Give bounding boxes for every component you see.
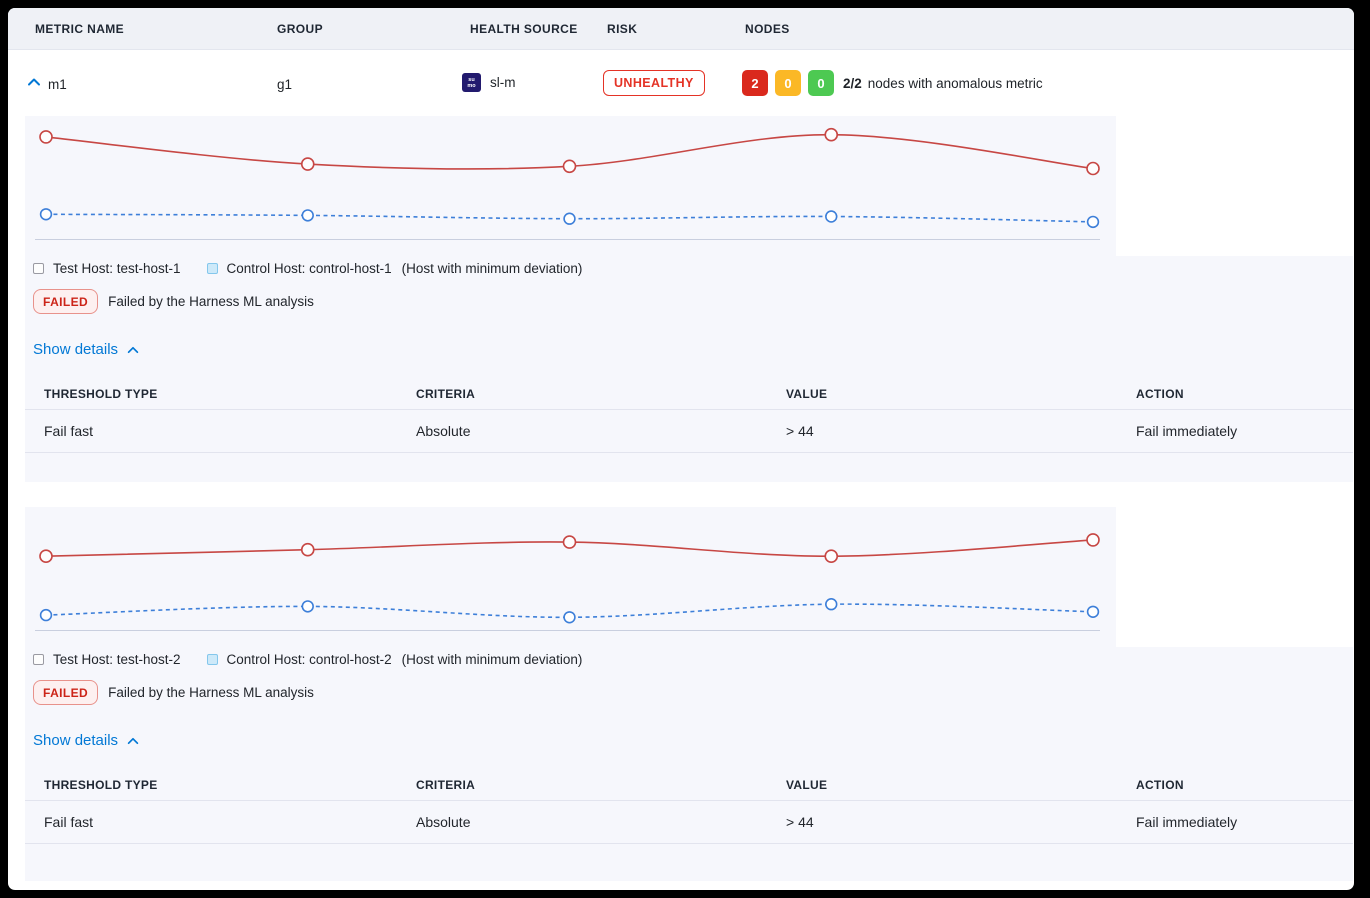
node-count-badge-unhealthy: 2	[742, 70, 768, 96]
show-details-link[interactable]: Show details	[33, 341, 140, 358]
metric-comparison-chart-host-1	[35, 127, 1100, 240]
value-cell: > 44	[786, 814, 814, 830]
chart-legend: Test Host: test-host-1 Control Host: con…	[25, 261, 1353, 276]
metric-section-host-1: Test Host: test-host-1 Control Host: con…	[25, 116, 1353, 482]
health-source: su mo sl-m	[462, 73, 516, 92]
action-cell: Fail immediately	[1136, 423, 1238, 439]
control-host-legend-label: Control Host: control-host-1	[226, 261, 392, 276]
analysis-status-message: Failed by the Harness ML analysis	[108, 685, 314, 700]
test-host-checkbox[interactable]	[33, 654, 44, 665]
metric-row-m1: m1 g1 su mo sl-m UNHEALTHY 2 0 0 2/2 node…	[8, 50, 1354, 116]
analysis-status-row: FAILED Failed by the Harness ML analysis	[25, 289, 1353, 314]
criteria-cell: Absolute	[416, 423, 471, 439]
column-header-group: GROUP	[277, 22, 324, 36]
sumologic-icon: su mo	[462, 73, 481, 92]
value-cell: > 44	[786, 423, 814, 439]
metric-name: m1	[48, 77, 67, 92]
analysis-status-message: Failed by the Harness ML analysis	[108, 294, 314, 309]
failed-status-badge: FAILED	[33, 289, 99, 314]
chart-legend: Test Host: test-host-2 Control Host: con…	[25, 652, 1353, 667]
collapse-chevron-icon[interactable]	[25, 74, 43, 92]
chevron-up-icon	[127, 737, 139, 744]
chart-row	[25, 116, 1353, 256]
column-header-risk: RISK	[607, 22, 638, 36]
chart-side-panel	[1116, 116, 1353, 256]
action-cell: Fail immediately	[1136, 814, 1238, 830]
health-source-label: sl-m	[490, 75, 516, 90]
metric-group: g1	[277, 77, 293, 92]
metric-comparison-chart-host-2	[35, 533, 1100, 631]
node-count-badge-healthy: 0	[808, 70, 834, 96]
threshold-details-table: THRESHOLD TYPE CRITERIA VALUE ACTION Fai…	[25, 378, 1353, 453]
metrics-table-header: METRIC NAME GROUP HEALTH SOURCE RISK NOD…	[8, 8, 1354, 50]
threshold-details-table: THRESHOLD TYPE CRITERIA VALUE ACTION Fai…	[25, 769, 1353, 844]
show-details-link[interactable]: Show details	[33, 732, 140, 749]
test-host-legend-label: Test Host: test-host-2	[53, 652, 181, 667]
verification-metrics-panel: METRIC NAME GROUP HEALTH SOURCE RISK NOD…	[8, 8, 1354, 890]
column-header-health-source: HEALTH SOURCE	[470, 22, 578, 36]
chart-side-panel	[1116, 507, 1353, 647]
analysis-status-row: FAILED Failed by the Harness ML analysis	[25, 680, 1353, 705]
chart-row	[25, 507, 1353, 647]
failed-status-badge: FAILED	[33, 680, 99, 705]
minimum-deviation-note: (Host with minimum deviation)	[401, 652, 583, 667]
control-host-checkbox[interactable]	[206, 263, 218, 274]
threshold-table-header: THRESHOLD TYPE CRITERIA VALUE ACTION	[44, 777, 1184, 792]
test-host-checkbox[interactable]	[33, 263, 44, 274]
threshold-table-row: Fail fast Absolute > 44 Fail immediately	[25, 801, 1353, 843]
nodes-ratio: 2/2	[843, 75, 862, 91]
risk-badge-unhealthy: UNHEALTHY	[603, 70, 705, 96]
nodes-summary: 2 0 0 2/2 nodes with anomalous metric	[742, 70, 1043, 96]
metric-section-host-2: Test Host: test-host-2 Control Host: con…	[25, 507, 1353, 881]
node-count-badge-observe: 0	[775, 70, 801, 96]
control-host-legend-label: Control Host: control-host-2	[226, 652, 392, 667]
threshold-table-row: Fail fast Absolute > 44 Fail immediately	[25, 410, 1353, 452]
control-host-checkbox[interactable]	[206, 654, 218, 665]
minimum-deviation-note: (Host with minimum deviation)	[401, 261, 583, 276]
chevron-up-icon	[127, 346, 139, 353]
criteria-cell: Absolute	[416, 814, 471, 830]
column-header-metric-name: METRIC NAME	[35, 22, 125, 36]
threshold-type-cell: Fail fast	[44, 814, 94, 830]
threshold-type-cell: Fail fast	[44, 423, 94, 439]
column-header-nodes: NODES	[745, 22, 790, 36]
test-host-legend-label: Test Host: test-host-1	[53, 261, 181, 276]
threshold-table-header: THRESHOLD TYPE CRITERIA VALUE ACTION	[44, 386, 1184, 401]
nodes-caption: nodes with anomalous metric	[867, 75, 1043, 91]
